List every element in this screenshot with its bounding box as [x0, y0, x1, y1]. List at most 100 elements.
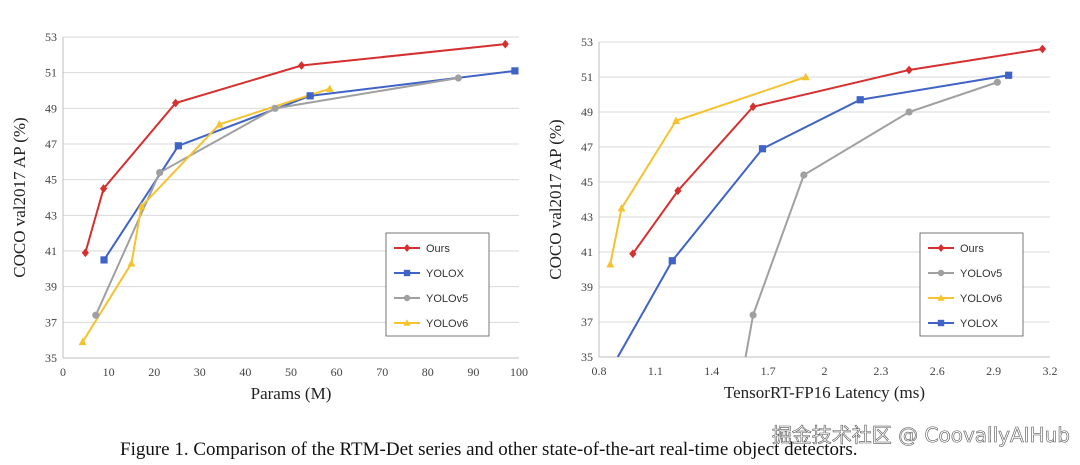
data-point-ours [905, 65, 913, 75]
y-tick-label-37: 37 [581, 315, 593, 329]
y-tick-label-47: 47 [581, 140, 593, 154]
data-point-yolov6 [137, 202, 146, 210]
data-point-yolov6 [215, 120, 224, 128]
x-tick-label-60: 60 [331, 365, 343, 379]
x-tick-label-2-9: 2.9 [986, 364, 1001, 378]
x-tick-label-1-1: 1.1 [648, 364, 663, 378]
x-axis-title: Params (M) [251, 384, 332, 403]
data-point-ours [172, 98, 180, 108]
data-point-yolov5 [905, 108, 913, 116]
x-tick-label-100: 100 [510, 365, 528, 379]
data-point-ours [501, 39, 509, 49]
y-tick-label-41: 41 [581, 245, 593, 259]
data-point-yolov5 [749, 311, 757, 319]
data-point-yolox [856, 96, 864, 104]
data-point-ours [99, 184, 108, 193]
data-point-yolov6 [325, 84, 334, 92]
legend-marker-yolov5 [937, 269, 945, 277]
data-point-yolox [174, 142, 182, 150]
x-tick-label-2-3: 2.3 [873, 364, 888, 378]
y-tick-label-39: 39 [581, 280, 593, 294]
data-point-yolox [100, 256, 108, 264]
y-tick-label-37: 37 [45, 315, 57, 329]
x-tick-label-0: 0 [60, 365, 66, 379]
data-point-yolox [668, 257, 676, 265]
y-tick-label-39: 39 [45, 280, 57, 294]
y-tick-label-51: 51 [581, 70, 593, 84]
x-tick-label-40: 40 [239, 365, 251, 379]
y-tick-label-35: 35 [581, 350, 593, 364]
data-point-yolov6 [672, 116, 681, 124]
legend-label-yolov6: YOLOv6 [426, 318, 468, 330]
watermark: 掘金技术社区 @ CoovallyAIHub [772, 423, 1070, 447]
y-tick-label-35: 35 [45, 351, 57, 365]
legend-label-yolox: YOLOX [426, 268, 465, 280]
y-tick-label-53: 53 [45, 30, 57, 44]
y-tick-label-43: 43 [581, 210, 593, 224]
legend-marker-yolov6 [403, 319, 411, 326]
data-point-yolov5 [800, 171, 808, 179]
y-axis-title: COCO val2017 AP (%) [546, 119, 565, 279]
data-point-ours [81, 248, 89, 258]
x-tick-label-70: 70 [376, 365, 388, 379]
chart-params-vs-ap: 35 37 39 41 43 45 47 49 51 53 0 10 20 30 40 50 60 70 80 90 1… [10, 30, 528, 403]
legend-box [919, 232, 1024, 337]
x-tick-label-90: 90 [467, 365, 479, 379]
data-point-yolox [758, 145, 767, 153]
data-point-yolov5 [271, 104, 279, 112]
legend-label-ours: Ours [426, 243, 450, 255]
data-point-yolov6 [78, 337, 87, 346]
data-point-ours [674, 186, 682, 196]
data-point-yolov6 [801, 72, 810, 81]
data-point-yolov5 [993, 78, 1001, 86]
series-line-ours [84, 43, 506, 254]
y-tick-label-51: 51 [45, 66, 57, 80]
data-point-ours [629, 249, 637, 259]
data-point-yolox [511, 67, 519, 75]
data-point-yolov6 [617, 204, 626, 212]
y-tick-label-45: 45 [45, 173, 57, 187]
x-axis-title: TensorRT-FP16 Latency (ms) [724, 383, 925, 402]
x-tick-label-3-2: 3.2 [1043, 364, 1058, 378]
y-tick-label-43: 43 [45, 208, 57, 222]
data-point-yolov6 [606, 260, 615, 268]
y-tick-label-53: 53 [581, 35, 593, 49]
data-point-yolov5 [156, 168, 164, 177]
legend-label-yolox: YOLOX [960, 318, 999, 330]
legend-marker-ours [937, 244, 945, 252]
y-tick-label-47: 47 [45, 137, 57, 151]
x-tick-label-1-7: 1.7 [761, 364, 776, 378]
x-tick-label-30: 30 [194, 365, 206, 379]
data-point-ours [297, 61, 306, 70]
x-tick-label-10: 10 [103, 365, 115, 379]
x-tick-label-50: 50 [285, 365, 297, 379]
series-line-yolov6 [609, 76, 807, 265]
figure-caption: Figure 1. Comparison of the RTM-Det seri… [120, 439, 858, 460]
legend-marker-yolox [403, 269, 411, 277]
legend-marker-yolox [937, 319, 945, 327]
data-point-yolox [306, 92, 314, 100]
data-point-yolov6 [127, 259, 136, 267]
data-point-ours [1038, 44, 1047, 54]
data-point-yolov5 [454, 74, 462, 82]
y-tick-label-49: 49 [45, 101, 57, 115]
legend-marker-yolov6 [937, 294, 945, 301]
x-tick-label-1-4: 1.4 [704, 364, 719, 378]
x-tick-label-80: 80 [422, 365, 434, 379]
y-tick-label-41: 41 [45, 244, 57, 258]
legend: Ours YOLOX YOLOv5 YOLOv6 [385, 232, 490, 337]
legend-label-yolov5: YOLOv5 [960, 268, 1002, 280]
data-point-yolov5 [92, 311, 100, 319]
legend-label-yolov5: YOLOv5 [426, 293, 468, 305]
x-tick-label-2-6: 2.6 [930, 364, 945, 378]
data-point-ours [749, 102, 757, 112]
x-tick-label-2: 2 [822, 364, 828, 378]
y-axis-title: COCO val2017 AP (%) [10, 117, 29, 277]
legend-box [385, 232, 490, 337]
chart-latency-vs-ap: 35 37 39 41 43 45 47 49 51 53 0.8 1.1 1.4 1.7 2 2.3 2.6 2… [546, 35, 1058, 402]
x-tick-label-0-8: 0.8 [592, 364, 607, 378]
y-tick-label-45: 45 [581, 175, 593, 189]
data-point-yolox [1005, 71, 1013, 79]
legend-marker-yolov5 [403, 294, 411, 302]
